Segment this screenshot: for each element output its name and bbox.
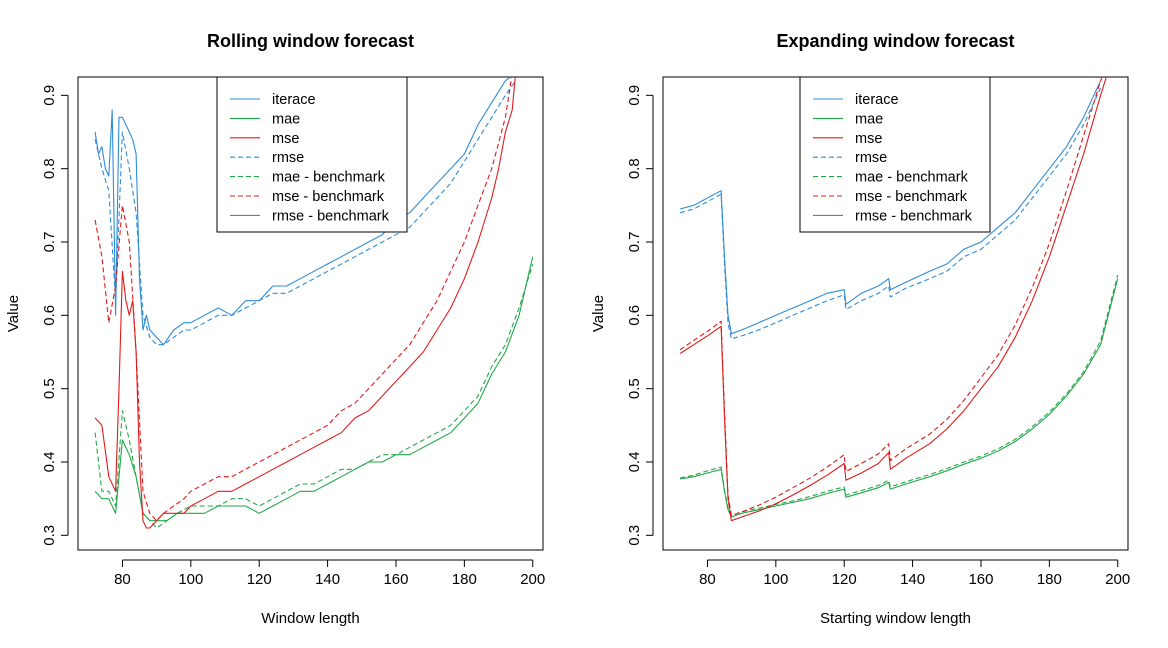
- expanding-window-panel: Expanding window forecast 80 100 120 140 160 1…: [590, 31, 1130, 627]
- legend-label: iterace: [272, 92, 316, 108]
- legend-label: mse: [855, 131, 882, 147]
- y-tick-label: 0.7: [626, 232, 643, 253]
- rolling-window-panel: Rolling window forecast 80 100 120 140 160 180…: [5, 31, 545, 627]
- series-line-mse: [679, 77, 1107, 522]
- x-tick-label: 180: [1037, 571, 1062, 588]
- legend-label: mae - benchmark: [855, 170, 969, 186]
- x-tick-label: 200: [520, 571, 545, 588]
- legend: iterace mae mse rmse mae - benchmark mse - be…: [216, 76, 408, 233]
- y-tick-label: 0.7: [41, 232, 58, 253]
- y-tick-label: 0.5: [41, 378, 58, 399]
- legend-box: [799, 76, 991, 233]
- x-tick-label: 120: [247, 571, 272, 588]
- legend-label: mae - benchmark: [272, 170, 386, 186]
- series-line-mse-benchmark: [94, 77, 513, 522]
- series-line-rmse: [94, 80, 517, 346]
- legend-label: rmse: [855, 150, 887, 166]
- y-tick-label: 0.9: [41, 85, 58, 106]
- y-tick-label: 0.8: [626, 158, 643, 179]
- y-axis-label: Value: [5, 295, 22, 332]
- y-tick-label: 0.9: [626, 85, 643, 106]
- legend-box: [216, 76, 408, 233]
- legend-label: mse: [272, 131, 299, 147]
- legend: iterace mae mse rmse mae - benchmark mse - be…: [799, 76, 991, 233]
- series-line-iterace: [94, 77, 512, 346]
- y-tick-label: 0.6: [41, 305, 58, 326]
- y-tick-label: 0.6: [626, 305, 643, 326]
- x-tick-label: 160: [383, 571, 408, 588]
- chart-title: Expanding window forecast: [776, 31, 1014, 51]
- y-tick-label: 0.4: [41, 452, 58, 473]
- y-axis: 0.3 0.4 0.5 0.6 0.7 0.8 0.9: [41, 85, 69, 546]
- series-line-mse-benchmark: [679, 77, 1103, 517]
- legend-label: rmse - benchmark: [855, 208, 973, 224]
- legend-label: iterace: [855, 92, 899, 108]
- legend-label: mae: [272, 111, 300, 127]
- series-line-iterace: [679, 80, 1102, 335]
- x-tick-label: 200: [1105, 571, 1130, 588]
- x-axis-label: Starting window length: [820, 610, 971, 627]
- chart-title: Rolling window forecast: [207, 31, 414, 51]
- x-tick-label: 140: [315, 571, 340, 588]
- series-group: [94, 77, 534, 529]
- x-axis: 80 100 120 140 160 180 200: [699, 559, 1130, 588]
- legend-label: mae: [855, 111, 883, 127]
- x-tick-label: 100: [178, 571, 203, 588]
- x-tick-label: 180: [452, 571, 477, 588]
- x-tick-label: 100: [763, 571, 788, 588]
- x-tick-label: 80: [699, 571, 716, 588]
- x-axis-label: Window length: [261, 610, 359, 627]
- legend-label: rmse - benchmark: [272, 208, 390, 224]
- x-tick-label: 160: [968, 571, 993, 588]
- x-tick-label: 120: [832, 571, 857, 588]
- y-axis: 0.3 0.4 0.5 0.6 0.7 0.8 0.9: [626, 85, 654, 546]
- y-tick-label: 0.4: [626, 452, 643, 473]
- x-tick-label: 140: [900, 571, 925, 588]
- legend-label: mse - benchmark: [855, 189, 968, 205]
- series-line-mae: [94, 256, 534, 522]
- x-axis: 80 100 120 140 160 180 200: [114, 559, 545, 588]
- y-tick-label: 0.5: [626, 378, 643, 399]
- series-line-mse: [94, 77, 516, 529]
- y-tick-label: 0.3: [41, 525, 58, 546]
- x-tick-label: 80: [114, 571, 131, 588]
- legend-label: mse - benchmark: [272, 189, 385, 205]
- y-axis-label: Value: [590, 295, 607, 332]
- legend-label: rmse: [272, 150, 304, 166]
- series-line-mae-benchmark: [679, 274, 1119, 517]
- y-tick-label: 0.8: [41, 158, 58, 179]
- series-group: [679, 77, 1119, 522]
- series-line-mae: [680, 278, 1119, 518]
- series-line-mae-benchmark: [94, 263, 534, 529]
- y-tick-label: 0.3: [626, 525, 643, 546]
